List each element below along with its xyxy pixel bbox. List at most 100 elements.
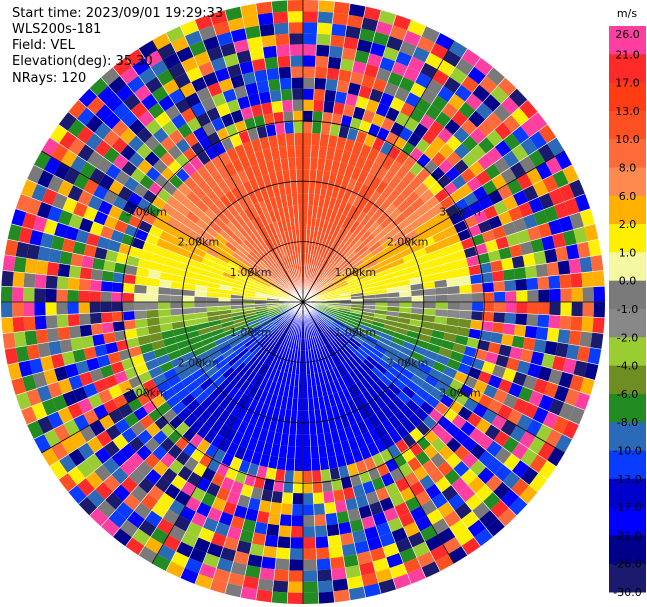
velocity-cell [329, 269, 341, 280]
noise-cell [58, 473, 77, 493]
velocity-cell [366, 441, 380, 457]
noise-cell [37, 415, 54, 435]
noise-cell [72, 348, 87, 363]
noise-cell [72, 201, 88, 218]
velocity-cell [366, 386, 380, 400]
velocity-cell [230, 403, 243, 418]
velocity-cell [303, 193, 309, 206]
velocity-cell [230, 373, 243, 387]
noise-cell [283, 481, 294, 494]
noise-cell [63, 418, 80, 437]
noise-cell [290, 55, 303, 67]
velocity-cell [346, 412, 358, 427]
noise-cell [94, 139, 112, 158]
noise-cell [338, 69, 352, 83]
noise-cell [340, 476, 353, 490]
velocity-cell [276, 276, 286, 286]
velocity-cell [337, 311, 350, 317]
noise-cell [303, 55, 316, 67]
noise-cell [537, 314, 550, 328]
velocity-cell [328, 326, 339, 337]
velocity-cell [342, 202, 353, 216]
noise-cell [474, 528, 494, 547]
velocity-cell [344, 271, 357, 281]
velocity-cell [289, 422, 297, 435]
velocity-cell [288, 324, 295, 336]
velocity-cell [288, 255, 294, 268]
noise-cell [100, 364, 115, 379]
noise-cell [422, 415, 437, 430]
noise-cell [466, 337, 480, 349]
velocity-cell [321, 260, 330, 272]
noise-cell [434, 188, 449, 203]
noise-cell [140, 493, 159, 511]
velocity-cell [370, 324, 384, 333]
velocity-cell [280, 231, 288, 245]
velocity-cell [407, 356, 422, 369]
noise-cell [447, 493, 466, 511]
velocity-cell [283, 309, 294, 318]
noise-cell [139, 414, 155, 430]
noise-cell [89, 367, 104, 383]
noise-cell [313, 99, 325, 112]
velocity-cell [362, 389, 375, 404]
velocity-cell [297, 338, 302, 351]
colorbar-cell [609, 280, 646, 310]
velocity-cell [355, 210, 367, 224]
noise-cell [95, 104, 113, 123]
velocity-cell [313, 322, 322, 335]
noise-cell [51, 143, 69, 163]
velocity-cell [230, 217, 243, 231]
velocity-cell [309, 422, 317, 435]
velocity-cell [303, 132, 312, 146]
velocity-cell [381, 419, 396, 434]
velocity-cell [323, 431, 334, 446]
velocity-cell [205, 225, 219, 239]
noise-cell [328, 45, 344, 59]
noise-cell [59, 130, 77, 150]
velocity-cell [303, 386, 309, 399]
colorbar-cell [609, 167, 646, 197]
noise-cell [372, 557, 390, 573]
noise-cell [554, 151, 573, 170]
noise-cell [152, 32, 171, 51]
velocity-cell [277, 275, 287, 285]
velocity-cell [345, 372, 356, 386]
noise-cell [471, 302, 484, 312]
noise-cell [162, 78, 180, 96]
velocity-cell [171, 380, 186, 395]
velocity-cell [257, 313, 270, 320]
velocity-cell [371, 320, 385, 329]
noise-cell [500, 167, 517, 185]
noise-cell [522, 337, 536, 351]
noise-cell [274, 469, 286, 482]
noise-cell [303, 22, 318, 34]
velocity-cell [262, 273, 274, 283]
noise-cell [481, 229, 496, 243]
noise-cell [78, 217, 94, 233]
velocity-cell [182, 283, 196, 291]
noise-cell [160, 166, 176, 182]
velocity-cell [226, 441, 240, 457]
velocity-cell [324, 262, 334, 274]
noise-cell [371, 476, 386, 491]
noise-cell [18, 360, 33, 378]
noise-cell [239, 529, 255, 544]
velocity-cell [348, 314, 362, 321]
velocity-cell [284, 347, 291, 361]
velocity-cell [352, 194, 364, 208]
velocity-cell [325, 289, 338, 295]
velocity-cell [290, 267, 296, 280]
noise-cell [21, 406, 38, 425]
velocity-cell [387, 291, 400, 298]
noise-cell [97, 388, 113, 404]
noise-cell [358, 85, 373, 100]
velocity-cell [342, 266, 354, 276]
noise-cell [447, 93, 466, 111]
velocity-cell [216, 340, 230, 351]
noise-cell [271, 591, 288, 604]
velocity-cell [267, 305, 280, 310]
velocity-cell [175, 203, 191, 217]
velocity-cell [404, 229, 419, 242]
